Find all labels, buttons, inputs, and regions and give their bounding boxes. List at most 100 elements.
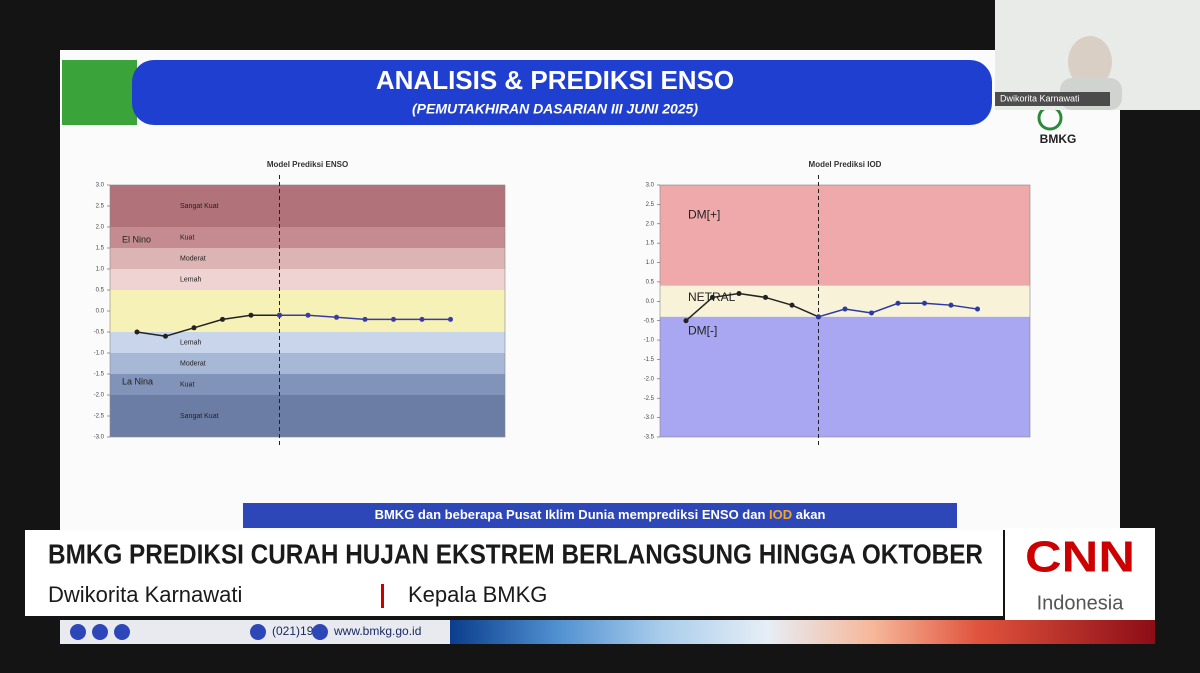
- y-tick-label: -1.0: [94, 351, 105, 357]
- prediction-line-point: [975, 306, 980, 312]
- separator: [381, 584, 384, 608]
- prediction-line-point: [842, 306, 848, 312]
- annotation: El Nino: [122, 234, 151, 244]
- y-tick-label: 0.5: [646, 280, 655, 286]
- prediction-line-point: [895, 300, 901, 306]
- prediction-line-point: [869, 310, 874, 316]
- band-label: Kuat: [180, 381, 194, 388]
- ticker-phone: (021)196: [272, 624, 320, 638]
- annotation: La Nina: [122, 376, 153, 386]
- observed-line: [685, 292, 819, 322]
- band-label: Moderat: [180, 255, 206, 262]
- y-tick-label: -3.0: [644, 415, 655, 421]
- band: [110, 395, 505, 437]
- ticker-icon: [312, 624, 328, 640]
- band: [110, 269, 505, 290]
- slide-subtitle: (PEMUTAKHIRAN DASARIAN III JUNI 2025): [412, 101, 698, 117]
- band-label: Kuat: [180, 234, 194, 241]
- y-tick-label: -2.0: [644, 376, 655, 382]
- prediction-line-point: [816, 314, 821, 320]
- observed-line-point: [220, 316, 225, 322]
- caption: BMKG dan beberapa Pusat Iklim Dunia memp…: [375, 507, 826, 522]
- plot-frame: [659, 184, 1031, 438]
- y-tick-label: -2.5: [644, 396, 655, 402]
- y-tick-label: 2.0: [646, 221, 655, 227]
- observed-line-point: [248, 312, 254, 318]
- ticker-icon: [92, 624, 108, 640]
- band-label: DM[+]: [688, 207, 720, 221]
- y-tick-label: 1.0: [96, 267, 105, 273]
- caption-text: BMKG dan beberapa Pusat Iklim Dunia memp…: [375, 507, 769, 522]
- band: [110, 332, 505, 353]
- prediction-line-point: [305, 312, 311, 318]
- observed-line-point: [134, 329, 140, 335]
- y-tick-label: -2.5: [94, 414, 105, 420]
- band-label: Sangat Kuat: [180, 203, 219, 210]
- band: [110, 185, 505, 227]
- y-tick-label: -1.5: [644, 357, 655, 363]
- webcam-person: [1068, 36, 1112, 88]
- band: [110, 353, 505, 374]
- prediction-line-point: [948, 302, 954, 308]
- observed-line-point: [683, 318, 689, 324]
- y-tick-label: 2.5: [646, 202, 655, 208]
- y-tick-label: -1.0: [644, 338, 655, 344]
- y-tick-label: 3.0: [646, 183, 655, 189]
- brand-logo: CNN: [1025, 533, 1135, 582]
- prediction-line-point: [362, 316, 368, 322]
- y-tick-label: -2.0: [94, 393, 105, 399]
- slide-title: ANALISIS & PREDIKSI ENSO: [376, 65, 734, 95]
- observed-line-point: [163, 333, 168, 339]
- observed-line-point: [736, 291, 742, 297]
- prediction-line-point: [334, 314, 339, 320]
- band-label: Moderat: [180, 360, 206, 367]
- prediction-line-point: [391, 316, 396, 322]
- band-label: Lemah: [180, 276, 202, 283]
- ticker-website: www.bmkg.go.id: [333, 624, 421, 638]
- band: [110, 227, 505, 248]
- band-label: Sangat Kuat: [180, 413, 219, 420]
- band-label: Lemah: [180, 339, 202, 346]
- caption-bar: [243, 503, 957, 528]
- speaker: Dwikorita Karnawati: [48, 582, 242, 607]
- ticker-icon: [250, 624, 266, 640]
- y-tick-label: 0.5: [96, 288, 105, 294]
- caption-highlight: IOD: [769, 507, 792, 522]
- brand-box: [1005, 528, 1155, 620]
- band: [110, 248, 505, 269]
- webcam-name-bar: [995, 92, 1110, 106]
- observed-line: [136, 314, 280, 337]
- y-tick-label: 2.0: [96, 225, 105, 231]
- title-banner: [132, 60, 992, 125]
- caption-text: akan: [792, 507, 825, 522]
- y-tick-label: 1.5: [96, 246, 105, 252]
- headline: BMKG PREDIKSI CURAH HUJAN EKSTREM BERLAN…: [48, 538, 983, 569]
- observed-line-point: [191, 325, 197, 331]
- ticker-icon: [114, 624, 130, 640]
- webcam-name: Dwikorita Karnawati: [1000, 93, 1080, 103]
- y-tick-label: 0.0: [646, 299, 655, 305]
- prediction-line-point: [277, 312, 282, 318]
- logo-text: BMKG: [1040, 132, 1077, 146]
- observed-line-point: [710, 294, 715, 300]
- band: [110, 374, 505, 395]
- chart-title: Model Prediksi ENSO: [267, 160, 348, 169]
- y-tick-label: 0.0: [96, 309, 105, 315]
- role: Kepala BMKG: [408, 582, 547, 607]
- y-tick-label: 3.0: [96, 183, 105, 189]
- prediction-line-point: [419, 316, 425, 322]
- band: [660, 285, 1030, 317]
- brand-region: Indonesia: [1037, 592, 1125, 614]
- y-tick-label: -0.5: [94, 330, 105, 336]
- lower-third: [25, 530, 1003, 616]
- band: [660, 185, 1030, 286]
- ticker-icon: [70, 624, 86, 640]
- y-tick-label: -3.5: [644, 435, 655, 441]
- chart-title: Model Prediksi IOD: [809, 160, 882, 169]
- green-block: [62, 60, 137, 125]
- y-tick-label: -1.5: [94, 372, 105, 378]
- y-tick-label: -0.5: [644, 318, 655, 324]
- y-tick-label: 1.5: [646, 241, 655, 247]
- band-label: DM[-]: [688, 323, 717, 337]
